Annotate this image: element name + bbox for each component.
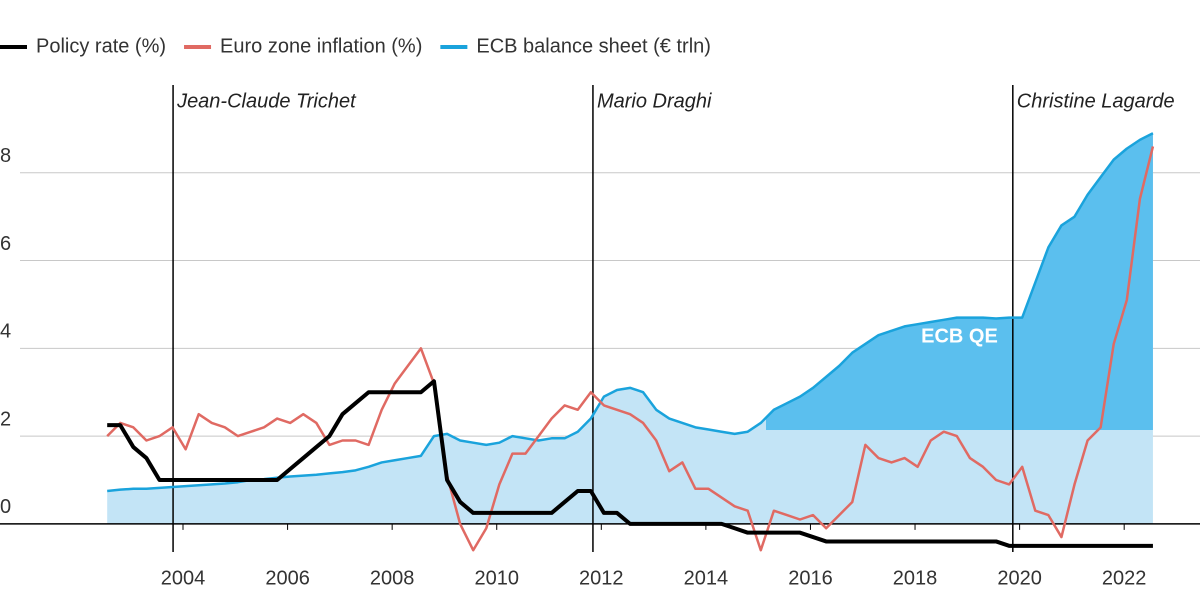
x-tick-label: 2004 — [161, 567, 206, 589]
series-line — [106, 146, 1155, 552]
legend-label: ECB balance sheet (€ trln) — [476, 35, 711, 57]
x-tick-label: 2018 — [893, 567, 938, 589]
x-tick-label: 2010 — [474, 567, 519, 589]
y-tick-label: 2 — [0, 408, 11, 430]
x-tick-label: 2012 — [579, 567, 624, 589]
legend-label: Policy rate (%) — [36, 35, 166, 57]
annotation-text: Christine Lagarde — [1017, 90, 1175, 112]
y-tick-label: 6 — [0, 233, 11, 255]
y-tick-label: 8 — [0, 145, 11, 167]
x-tick-label: 2022 — [1102, 567, 1147, 589]
x-tick-label: 2020 — [997, 567, 1042, 589]
x-tick-label: 2006 — [265, 567, 310, 589]
y-tick-label: 0 — [0, 496, 11, 518]
annotation-text: Mario Draghi — [597, 90, 712, 112]
series-line — [107, 379, 1153, 548]
qe-area — [766, 133, 1153, 430]
x-tick-label: 2008 — [370, 567, 415, 589]
x-tick-label: 2016 — [788, 567, 833, 589]
qe-label: ECB QE — [921, 326, 998, 348]
annotation-text: Jean-Claude Trichet — [176, 90, 357, 112]
y-tick-label: 4 — [0, 321, 11, 343]
x-tick-label: 2014 — [684, 567, 729, 589]
legend-label: Euro zone inflation (%) — [220, 35, 422, 57]
